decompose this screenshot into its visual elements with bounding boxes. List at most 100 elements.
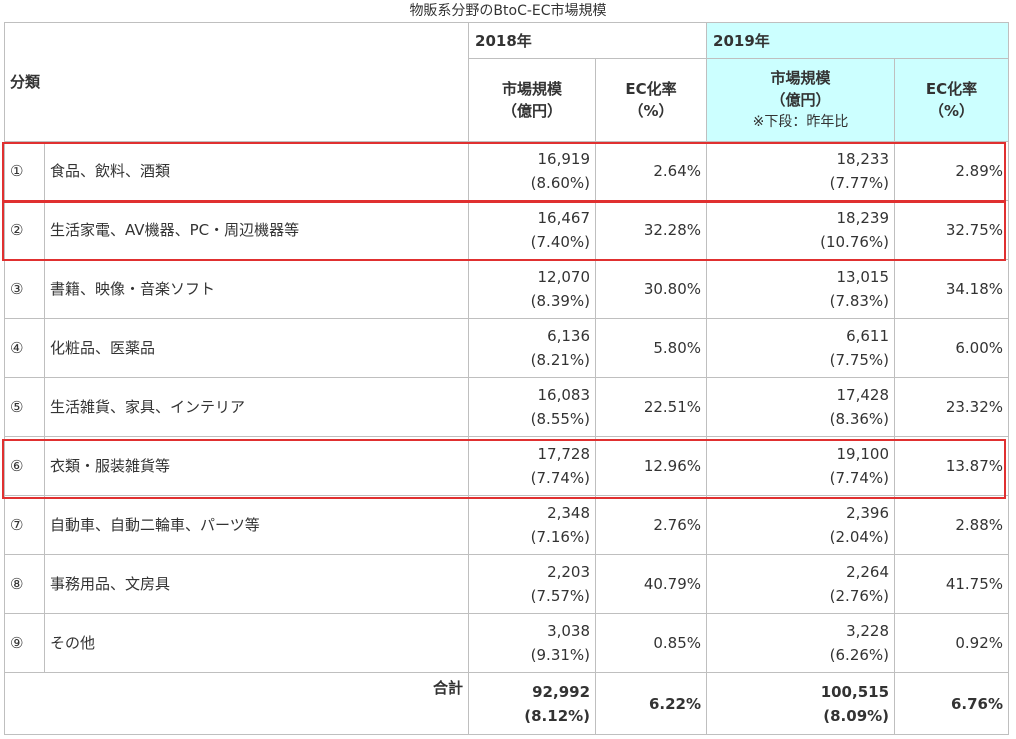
header-category: 分類 xyxy=(3,22,470,142)
total-market-size-2018: 92,992 (8.12%) xyxy=(468,672,597,735)
table-row: ⑥ 衣類・服装雑貨等 17,728 (7.74%) 12.96% 19,100 (7… xyxy=(4,436,1010,496)
growth: (7.40%) xyxy=(530,233,591,251)
row-number: ⑤ xyxy=(4,377,45,437)
value: 12,070 xyxy=(537,268,591,286)
value: 3,228 xyxy=(846,622,890,640)
table-row: ⑤ 生活雑貨、家具、インテリア 16,083 (8.55%) 22.51% 17,… xyxy=(4,377,1010,437)
growth: (2.04%) xyxy=(829,528,890,546)
category-name: 化粧品、医薬品 xyxy=(43,318,470,378)
table-row: ④ 化粧品、医薬品 6,136 (8.21%) 5.80% 6,611 (7.75%… xyxy=(4,318,1010,378)
value: 3,038 xyxy=(547,622,591,640)
row-number: ④ xyxy=(4,318,45,378)
growth: (7.16%) xyxy=(530,528,591,546)
header-year-2018: 2018年 xyxy=(468,22,708,59)
header-ec-rate-2018: EC化率 （%） xyxy=(595,58,708,142)
ec-rate-2019: 41.75% xyxy=(894,554,1010,614)
growth: (8.21%) xyxy=(530,351,591,369)
market-size-2018: 2,348 (7.16%) xyxy=(468,495,597,555)
market-size-2018: 17,728 (7.74%) xyxy=(468,436,597,496)
value: 2,203 xyxy=(547,563,591,581)
ec-rate-2018: 32.28% xyxy=(595,200,708,260)
growth: (7.74%) xyxy=(530,469,591,487)
value: 18,239 xyxy=(836,209,890,227)
total-market-size-2019: 100,515 (8.09%) xyxy=(706,672,896,735)
header-market-size-label: 市場規模 xyxy=(770,69,831,87)
row-number: ② xyxy=(4,200,45,260)
ec-rate-2018: 12.96% xyxy=(595,436,708,496)
ec-rate-2019: 6.00% xyxy=(894,318,1010,378)
growth: (8.39%) xyxy=(530,292,591,310)
growth: (8.55%) xyxy=(530,410,591,428)
value: 2,348 xyxy=(547,504,591,522)
growth: (8.09%) xyxy=(823,706,890,725)
value: 17,428 xyxy=(836,386,890,404)
value: 16,467 xyxy=(537,209,591,227)
ec-rate-2018: 30.80% xyxy=(595,259,708,319)
row-number: ① xyxy=(4,141,45,201)
value: 100,515 xyxy=(820,682,890,701)
header-percent-label: （%） xyxy=(628,102,674,120)
total-row: 合計 92,992 (8.12%) 6.22% 100,515 (8.09%) 6.… xyxy=(3,672,1010,735)
market-size-2019: 6,611 (7.75%) xyxy=(706,318,896,378)
header-ec-rate-2019: EC化率 （%） xyxy=(894,58,1010,142)
table-row: ⑦ 自動車、自動二輪車、パーツ等 2,348 (7.16%) 2.76% 2,39… xyxy=(4,495,1010,555)
value: 6,611 xyxy=(846,327,890,345)
ec-rate-2019: 23.32% xyxy=(894,377,1010,437)
ec-rate-2018: 2.76% xyxy=(595,495,708,555)
header-unit-label: （億円） xyxy=(502,102,563,120)
table-row: ① 食品、飲料、酒類 16,919 (8.60%) 2.64% 18,233 (7.… xyxy=(4,141,1010,201)
market-size-2019: 2,264 (2.76%) xyxy=(706,554,896,614)
market-size-2018: 2,203 (7.57%) xyxy=(468,554,597,614)
category-name: 衣類・服装雑貨等 xyxy=(43,436,470,496)
category-name: 事務用品、文房具 xyxy=(43,554,470,614)
market-size-2018: 16,083 (8.55%) xyxy=(468,377,597,437)
market-size-2019: 3,228 (6.26%) xyxy=(706,613,896,673)
market-size-2018: 16,919 (8.60%) xyxy=(468,141,597,201)
value: 16,919 xyxy=(537,150,591,168)
growth: (2.76%) xyxy=(829,587,890,605)
row-number: ③ xyxy=(4,259,45,319)
growth: (9.31%) xyxy=(530,646,591,664)
table-row: ③ 書籍、映像・音楽ソフト 12,070 (8.39%) 30.80% 13,01… xyxy=(4,259,1010,319)
header-ec-rate-label: EC化率 xyxy=(925,80,978,98)
market-size-2019: 18,233 (7.77%) xyxy=(706,141,896,201)
category-name: 書籍、映像・音楽ソフト xyxy=(43,259,470,319)
category-name: 自動車、自動二輪車、パーツ等 xyxy=(43,495,470,555)
table-title: 物販系分野のBtoC-EC市場規模 xyxy=(409,3,607,19)
market-size-2019: 2,396 (2.04%) xyxy=(706,495,896,555)
row-number: ⑦ xyxy=(4,495,45,555)
table-row: ② 生活家電、AV機器、PC・周辺機器等 16,467 (7.40%) 32.28… xyxy=(4,200,1010,260)
header-note: ※下段：昨年比 xyxy=(752,114,849,130)
ec-rate-2019: 34.18% xyxy=(894,259,1010,319)
category-name: 食品、飲料、酒類 xyxy=(43,141,470,201)
market-size-2018: 3,038 (9.31%) xyxy=(468,613,597,673)
growth: (7.74%) xyxy=(829,469,890,487)
total-ec-rate-2019: 6.76% xyxy=(894,672,1010,735)
value: 6,136 xyxy=(547,327,591,345)
ec-rate-2018: 2.64% xyxy=(595,141,708,201)
growth: (6.26%) xyxy=(829,646,890,664)
ec-rate-2018: 0.85% xyxy=(595,613,708,673)
value: 16,083 xyxy=(537,386,591,404)
growth: (8.12%) xyxy=(524,706,591,725)
ec-rate-2019: 2.89% xyxy=(894,141,1010,201)
market-size-2019: 17,428 (8.36%) xyxy=(706,377,896,437)
growth: (7.75%) xyxy=(829,351,890,369)
market-size-2018: 16,467 (7.40%) xyxy=(468,200,597,260)
ec-rate-2019: 32.75% xyxy=(894,200,1010,260)
growth: (7.83%) xyxy=(829,292,890,310)
ec-rate-2018: 22.51% xyxy=(595,377,708,437)
value: 13,015 xyxy=(836,268,890,286)
header-ec-rate-label: EC化率 xyxy=(625,80,677,98)
header-market-size-2018: 市場規模 （億円） xyxy=(468,58,597,142)
market-size-2018: 6,136 (8.21%) xyxy=(468,318,597,378)
value: 17,728 xyxy=(537,445,591,463)
value: 2,264 xyxy=(846,563,890,581)
value: 92,992 xyxy=(532,682,591,701)
ec-market-table: 分類 2018年 2019年 市場規模 （億円） EC化率 （%） 市場規模 （… xyxy=(3,22,1010,735)
ec-rate-2019: 2.88% xyxy=(894,495,1010,555)
value: 2,396 xyxy=(846,504,890,522)
total-label: 合計 xyxy=(3,672,470,735)
growth: (7.77%) xyxy=(829,174,890,192)
market-size-2019: 13,015 (7.83%) xyxy=(706,259,896,319)
